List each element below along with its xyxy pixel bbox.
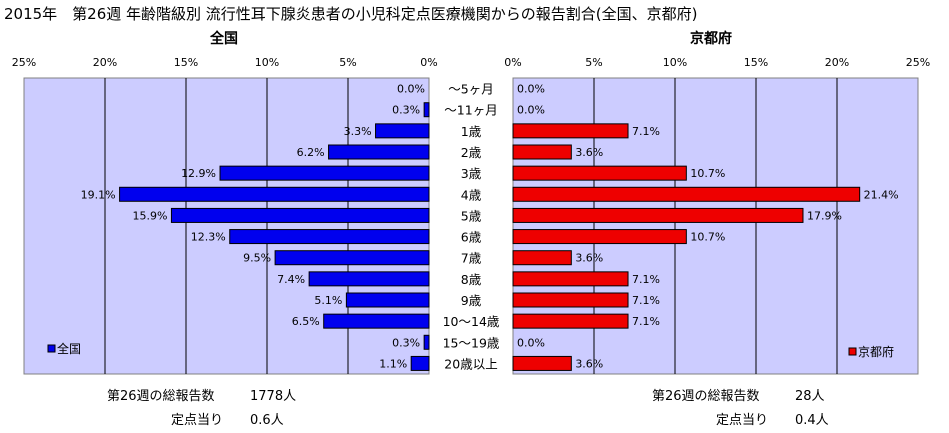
left-bar [328, 144, 430, 160]
left-data-label: 12.3% [191, 231, 226, 244]
left-tick-label: 20% [93, 56, 117, 69]
right-panel-title: 京都府 [690, 31, 732, 47]
left-data-label: 15.9% [132, 209, 167, 222]
right-legend-swatch [848, 347, 857, 356]
right-per-value: 0.4人 [795, 413, 829, 428]
left-data-label: 0.3% [392, 104, 420, 117]
left-panel-title: 全国 [210, 31, 238, 47]
right-bar [512, 165, 687, 181]
left-per-label: 定点当り [171, 413, 224, 428]
right-bar [512, 355, 572, 371]
category-label: 1歳 [461, 124, 482, 139]
right-data-label: 21.4% [864, 188, 899, 201]
left-tick-label: 25% [12, 56, 36, 69]
right-total-label: 第26週の総報告数 [652, 389, 760, 404]
left-tick-label: 15% [174, 56, 198, 69]
left-per-value: 0.6人 [250, 413, 284, 428]
right-tick-label: 25% [906, 56, 930, 69]
category-label: ～11ヶ月 [444, 103, 497, 118]
chart-title: 2015年 第26週 年齢階級別 流行性耳下腺炎患者の小児科定点医療機関からの報… [4, 5, 698, 23]
right-tick-label: 15% [744, 56, 768, 69]
right-bar [512, 229, 687, 245]
right-bar [512, 271, 629, 287]
left-tick-label: 5% [339, 56, 356, 69]
category-label: 6歳 [461, 230, 482, 245]
category-label: 4歳 [461, 187, 482, 202]
left-data-label: 0.0% [397, 83, 425, 96]
left-data-label: 0.3% [392, 336, 420, 349]
right-data-label: 7.1% [632, 125, 660, 138]
left-data-label: 5.1% [314, 294, 342, 307]
right-legend-label: 京都府 [858, 344, 894, 359]
left-data-label: 12.9% [181, 167, 216, 180]
category-label: 8歳 [461, 272, 482, 287]
category-label: 20歳以上 [444, 356, 497, 371]
right-tick-label: 5% [585, 56, 602, 69]
right-data-label: 10.7% [690, 167, 725, 180]
left-data-label: 1.1% [379, 357, 407, 370]
right-bar [512, 250, 572, 266]
category-label: 9歳 [461, 293, 482, 308]
right-data-label: 10.7% [690, 231, 725, 244]
left-bar [219, 165, 430, 181]
right-data-label: 17.9% [807, 209, 842, 222]
left-total-value: 1778人 [250, 389, 297, 404]
left-data-label: 7.4% [277, 273, 305, 286]
left-data-label: 9.5% [243, 252, 271, 265]
left-bar [375, 123, 430, 139]
left-plot-area [23, 77, 430, 375]
right-data-label: 0.0% [517, 336, 545, 349]
category-label: ～5ヶ月 [448, 82, 493, 97]
right-bar [512, 292, 629, 308]
left-bar [170, 207, 430, 223]
right-plot-area [512, 77, 919, 375]
left-bar [274, 250, 430, 266]
left-bar [119, 186, 430, 202]
right-bar [512, 144, 572, 160]
right-data-label: 7.1% [632, 294, 660, 307]
left-bar [229, 229, 430, 245]
right-bar [512, 123, 629, 139]
left-data-label: 3.3% [344, 125, 372, 138]
right-bar [512, 313, 629, 329]
left-legend-swatch [47, 344, 56, 353]
left-data-label: 6.5% [292, 315, 320, 328]
right-tick-label: 10% [663, 56, 687, 69]
left-bar [410, 355, 430, 371]
right-data-label: 7.1% [632, 315, 660, 328]
right-tick-label: 20% [825, 56, 849, 69]
right-per-label: 定点当り [716, 413, 769, 428]
right-data-label: 3.6% [575, 146, 603, 159]
left-total-label: 第26週の総報告数 [107, 389, 215, 404]
left-bar [423, 334, 430, 350]
left-legend-label: 全国 [57, 341, 81, 356]
category-label: 15～19歳 [443, 335, 500, 350]
right-data-label: 3.6% [575, 252, 603, 265]
category-label: 3歳 [461, 166, 482, 181]
category-label: 2歳 [461, 145, 482, 160]
category-label: 10～14歳 [443, 314, 500, 329]
right-tick-label: 0% [504, 56, 521, 69]
left-data-label: 6.2% [297, 146, 325, 159]
left-tick-label: 0% [420, 56, 437, 69]
right-data-label: 3.6% [575, 357, 603, 370]
category-label: 5歳 [461, 208, 482, 223]
right-data-label: 7.1% [632, 273, 660, 286]
right-data-label: 0.0% [517, 104, 545, 117]
left-bar [308, 271, 430, 287]
right-bar [512, 207, 804, 223]
left-data-label: 19.1% [81, 188, 116, 201]
right-data-label: 0.0% [517, 83, 545, 96]
right-bar [512, 186, 861, 202]
category-label: 7歳 [461, 251, 482, 266]
left-bar [423, 102, 430, 118]
left-bar [345, 292, 430, 308]
left-tick-label: 10% [255, 56, 279, 69]
right-total-value: 28人 [795, 389, 825, 404]
left-bar [323, 313, 430, 329]
